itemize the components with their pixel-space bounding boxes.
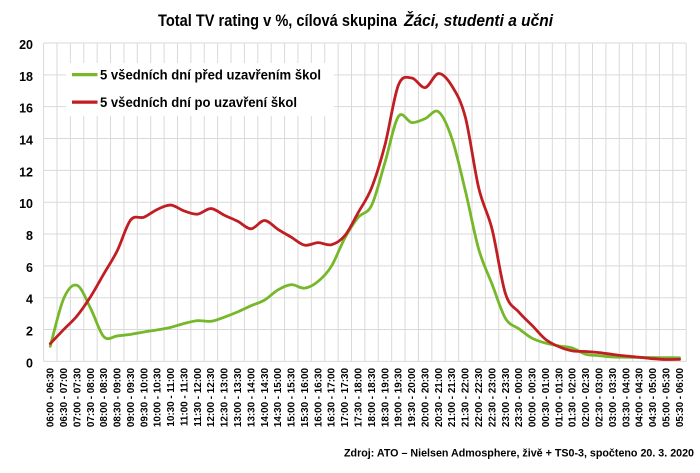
svg-text:02:00 - 02:30: 02:00 - 02:30: [581, 367, 592, 427]
svg-text:2: 2: [26, 325, 33, 339]
svg-text:04:30 - 05:00: 04:30 - 05:00: [648, 367, 659, 427]
svg-text:20: 20: [19, 38, 33, 52]
svg-text:03:30 - 04:00: 03:30 - 04:00: [621, 367, 632, 427]
svg-text:12: 12: [19, 165, 33, 179]
svg-text:13:30 - 14:00: 13:30 - 14:00: [246, 367, 257, 427]
svg-text:23:30 - 00:00: 23:30 - 00:00: [514, 367, 525, 427]
svg-text:20:00 - 20:30: 20:00 - 20:30: [420, 367, 431, 427]
svg-text:14:00 - 14:30: 14:00 - 14:30: [260, 367, 271, 427]
svg-text:10:00 - 10:30: 10:00 - 10:30: [153, 367, 164, 427]
svg-text:0: 0: [26, 356, 33, 370]
svg-text:11:00 - 11:30: 11:00 - 11:30: [179, 367, 190, 426]
svg-text:06:00 - 06:30: 06:00 - 06:30: [46, 367, 57, 427]
svg-text:06:30 - 07:00: 06:30 - 07:00: [59, 367, 70, 427]
svg-text:08:30 - 09:00: 08:30 - 09:00: [113, 367, 124, 427]
svg-text:16:00 - 16:30: 16:00 - 16:30: [313, 367, 324, 427]
svg-text:19:30 - 20:00: 19:30 - 20:00: [407, 367, 418, 427]
svg-text:21:30 - 22:00: 21:30 - 22:00: [461, 367, 472, 427]
svg-text:03:00 - 03:30: 03:00 - 03:30: [608, 367, 619, 427]
svg-text:8: 8: [26, 229, 33, 243]
svg-text:5 všedních dní před uzavřením: 5 všedních dní před uzavřením škol: [100, 68, 321, 83]
svg-text:12:30 - 13:00: 12:30 - 13:00: [220, 367, 231, 427]
svg-text:07:30 - 08:00: 07:30 - 08:00: [86, 367, 97, 427]
svg-text:20:30 - 21:00: 20:30 - 21:00: [434, 367, 445, 427]
svg-text:17:30 - 18:00: 17:30 - 18:00: [354, 367, 365, 427]
svg-text:02:30 - 03:00: 02:30 - 03:00: [594, 367, 605, 427]
svg-text:04:00 - 04:30: 04:00 - 04:30: [635, 367, 646, 427]
svg-text:18: 18: [19, 70, 33, 84]
svg-text:05:30 - 06:00: 05:30 - 06:00: [675, 367, 686, 427]
svg-text:14: 14: [19, 134, 33, 148]
svg-text:Žáci, studenti a učni: Žáci, studenti a učni: [403, 11, 554, 30]
svg-text:09:00 - 09:30: 09:00 - 09:30: [126, 367, 137, 427]
svg-text:00:00 - 00:30: 00:00 - 00:30: [528, 367, 539, 427]
svg-text:6: 6: [26, 261, 33, 275]
svg-text:16:30 - 17:00: 16:30 - 17:00: [327, 367, 338, 427]
svg-text:16: 16: [19, 102, 33, 116]
svg-text:18:30 - 19:00: 18:30 - 19:00: [380, 367, 391, 427]
svg-text:22:30 - 23:00: 22:30 - 23:00: [487, 367, 498, 427]
svg-text:23:00 - 23:30: 23:00 - 23:30: [501, 367, 512, 427]
svg-text:11:30 - 12:00: 11:30 - 12:00: [193, 367, 204, 426]
svg-text:18:00 - 18:30: 18:00 - 18:30: [367, 367, 378, 427]
svg-text:09:30 - 10:00: 09:30 - 10:00: [139, 367, 150, 427]
svg-text:00:30 - 01:00: 00:30 - 01:00: [541, 367, 552, 427]
svg-text:4: 4: [26, 293, 33, 307]
svg-text:01:30 - 02:00: 01:30 - 02:00: [568, 367, 579, 427]
svg-text:21:00 - 21:30: 21:00 - 21:30: [447, 367, 458, 427]
svg-text:10:30 - 11:00: 10:30 - 11:00: [166, 367, 177, 426]
svg-text:5 všedních dní po uzavření ško: 5 všedních dní po uzavření škol: [100, 95, 297, 110]
svg-text:19:00 - 19:30: 19:00 - 19:30: [394, 367, 405, 427]
svg-text:01:00 - 01:30: 01:00 - 01:30: [554, 367, 565, 427]
svg-text:Total TV rating v %, cílová sk: Total TV rating v %, cílová skupina: [158, 11, 397, 30]
svg-text:12:00 - 12:30: 12:00 - 12:30: [206, 367, 217, 427]
svg-text:15:30 - 16:00: 15:30 - 16:00: [300, 367, 311, 427]
svg-text:14:30 - 15:00: 14:30 - 15:00: [273, 367, 284, 427]
svg-text:15:00 - 15:30: 15:00 - 15:30: [287, 367, 298, 427]
svg-text:07:00 - 07:30: 07:00 - 07:30: [72, 367, 83, 427]
svg-text:10: 10: [19, 197, 33, 211]
svg-text:13:00 - 13:30: 13:00 - 13:30: [233, 367, 244, 427]
svg-text:08:00 - 08:30: 08:00 - 08:30: [99, 367, 110, 427]
svg-text:Zdroj: ATO – Nielsen Admospher: Zdroj: ATO – Nielsen Admosphere, živě + …: [344, 448, 694, 460]
svg-text:17:00 - 17:30: 17:00 - 17:30: [340, 367, 351, 427]
svg-text:05:00 - 05:30: 05:00 - 05:30: [661, 367, 672, 427]
svg-text:22:00 - 22:30: 22:00 - 22:30: [474, 367, 485, 427]
